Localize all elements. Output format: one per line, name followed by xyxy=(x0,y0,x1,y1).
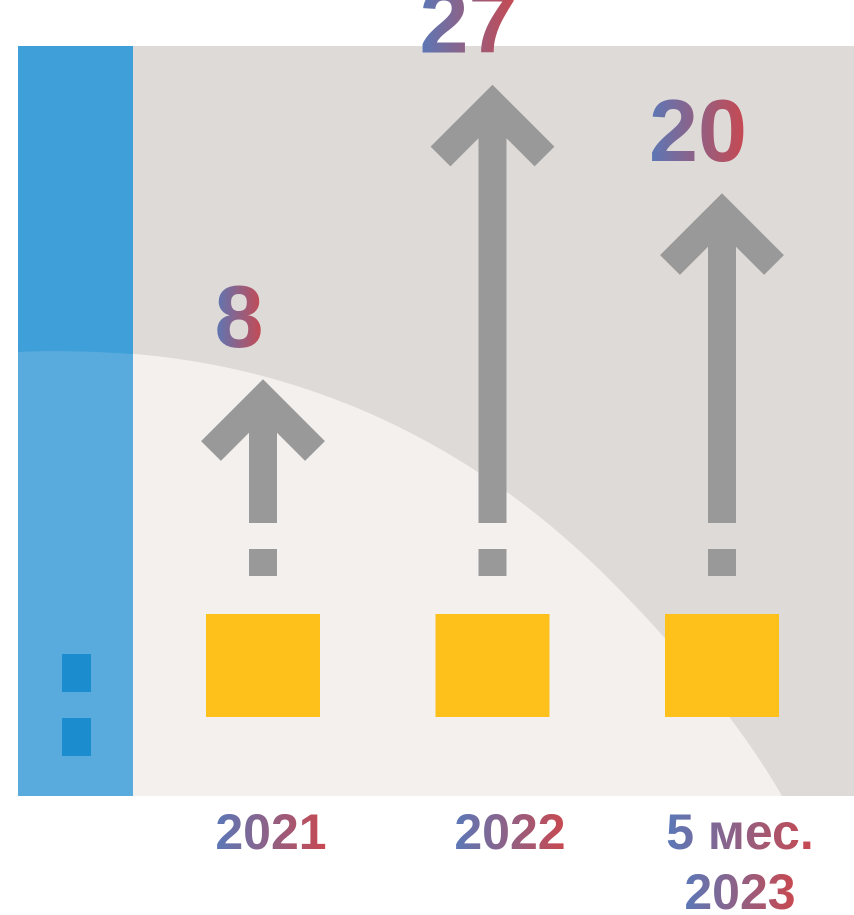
data-label: 8 xyxy=(215,267,264,366)
arrow-head xyxy=(201,379,325,461)
tick-label: 5 мес. xyxy=(666,804,814,860)
tick-label: 2021 xyxy=(215,804,326,860)
arrow-base-mark xyxy=(249,549,277,576)
yellow-square-icon xyxy=(435,614,550,717)
tick-label: 2023 xyxy=(684,864,795,915)
yellow-square-icon xyxy=(206,614,320,717)
tick-label: 2022 xyxy=(454,804,565,860)
side-bar-light-area xyxy=(18,351,133,796)
chart-marks xyxy=(201,84,784,717)
yellow-square-icon xyxy=(665,614,779,717)
arrow-head xyxy=(660,193,784,275)
data-label: 20 xyxy=(649,81,747,180)
side-mark xyxy=(62,654,91,692)
bar-arrow xyxy=(660,193,784,717)
arrow-base-mark xyxy=(478,549,507,576)
bar-arrow xyxy=(430,84,555,717)
bar-arrow xyxy=(201,379,325,717)
chart-labels: 8 27 20 2021 2022 5 мес.2023 xyxy=(215,0,814,915)
arrow-base-mark xyxy=(708,549,736,576)
arrow-head xyxy=(430,84,555,167)
side-mark xyxy=(62,718,91,756)
data-label: 27 xyxy=(420,0,518,72)
